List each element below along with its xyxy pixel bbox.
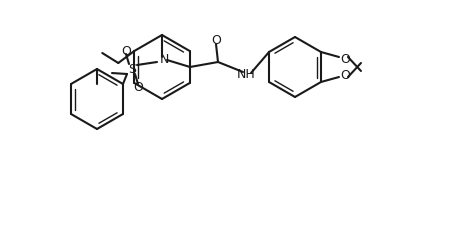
Text: O: O (121, 45, 131, 58)
Text: O: O (211, 33, 221, 46)
Text: S: S (128, 63, 136, 76)
Text: O: O (133, 81, 143, 94)
Text: N: N (159, 53, 169, 66)
Text: O: O (340, 69, 350, 82)
Text: O: O (340, 53, 350, 66)
Text: NH: NH (237, 68, 256, 81)
